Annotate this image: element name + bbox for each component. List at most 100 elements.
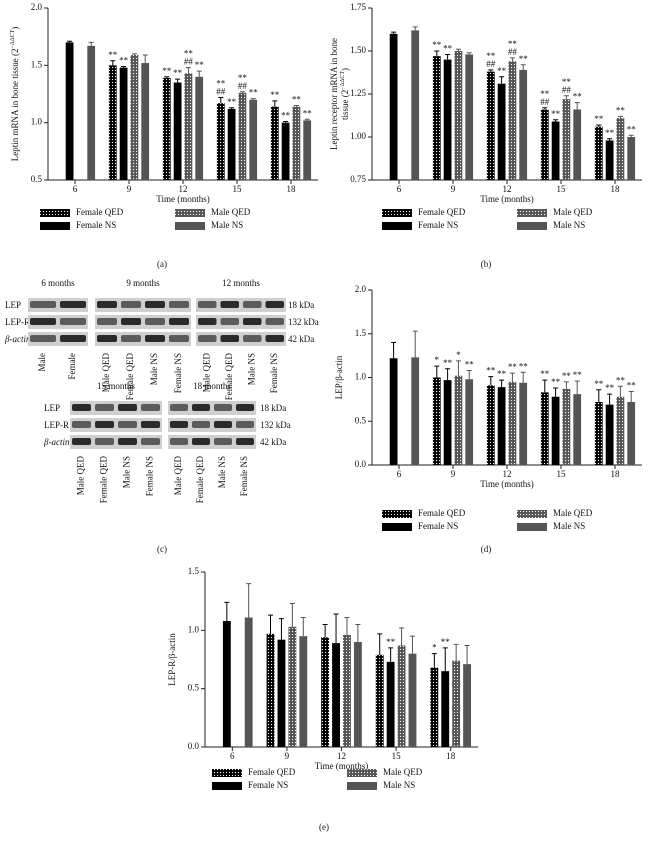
significance-label: ** (562, 77, 572, 87)
lane-label: Female NS (269, 353, 279, 393)
error-bar (304, 118, 310, 121)
bar (508, 381, 517, 465)
bar (443, 59, 452, 180)
x-tick-label: 18 (611, 469, 621, 479)
significance-label: ** (486, 51, 496, 61)
blot-band (170, 421, 188, 428)
panel-label: (d) (481, 544, 492, 554)
blot-band (265, 335, 284, 342)
legend-label: Female NS (76, 220, 116, 230)
x-tick-label: 9 (285, 751, 290, 761)
significance-label: ** (386, 637, 396, 647)
blot-size-label: 132 kDa (288, 317, 319, 327)
y-tick-label: 1.0 (188, 624, 200, 634)
significance-label: ** (249, 88, 259, 98)
significance-label: ## (238, 81, 248, 91)
bar (441, 671, 450, 747)
bar (497, 387, 506, 465)
blot-band (141, 404, 160, 411)
panel-label: (e) (319, 822, 329, 832)
legend-label: Male QED (211, 207, 251, 217)
error-bar (88, 41, 94, 46)
error-bar (628, 391, 634, 402)
significance-label: ** (108, 50, 118, 60)
blot-band (97, 318, 117, 325)
x-tick-label: 12 (337, 751, 346, 761)
bar (332, 643, 340, 747)
lane-label: Male (37, 353, 47, 372)
error-bar (520, 371, 526, 383)
significance-label: ** (605, 128, 615, 138)
legend-swatch (347, 782, 377, 790)
bar (463, 664, 472, 747)
x-tick-label: 18 (287, 184, 297, 194)
error-bar (121, 65, 127, 68)
error-bar (164, 76, 170, 78)
significance-label: ** (443, 358, 453, 368)
blot-band (243, 318, 262, 325)
significance-label: ** (441, 637, 451, 647)
blot-band (214, 438, 232, 445)
legend-label: Female QED (418, 207, 466, 217)
y-axis-label-tail: ) (10, 27, 20, 30)
legend-swatch (212, 769, 242, 777)
y-tick-label: 0.75 (350, 174, 366, 184)
blot-band (220, 335, 239, 342)
y-tick-label: 1.5 (31, 59, 43, 69)
error-bar (509, 372, 515, 382)
bar (519, 382, 528, 465)
error-bar (412, 330, 418, 358)
legend-swatch (517, 523, 547, 531)
significance-label: ** (432, 40, 442, 50)
bar (452, 660, 461, 747)
bar (562, 99, 571, 180)
error-bar (142, 54, 148, 64)
significance-label: ## (562, 85, 572, 95)
error-bar (412, 26, 418, 31)
blot-title: 6 months (41, 278, 75, 288)
bar (299, 636, 308, 747)
y-tick-label: 1.75 (350, 2, 366, 12)
error-bar (520, 64, 526, 70)
significance-label: ** (119, 56, 129, 66)
significance-label: ** (594, 379, 604, 389)
error-bar (377, 633, 383, 655)
error-bar (268, 614, 274, 634)
bar (508, 61, 517, 180)
error-bar (563, 95, 569, 100)
y-tick-label: 0.0 (355, 459, 367, 469)
bar (454, 375, 463, 465)
blot-band (169, 318, 189, 325)
blot-size-label: 18 kDa (288, 300, 314, 310)
lane-label: Male NS (149, 353, 159, 385)
significance-label: ## (540, 97, 550, 107)
blot-band (97, 335, 117, 342)
legend-swatch (517, 510, 547, 518)
y-tick-label: 0.5 (188, 683, 200, 693)
y-tick-label: 1.0 (355, 372, 367, 382)
legend-swatch (212, 782, 242, 790)
error-bar (278, 618, 284, 640)
legend-swatch (517, 222, 547, 230)
significance-label: ## (184, 57, 194, 67)
blot-strip (196, 332, 286, 346)
bar (162, 77, 171, 180)
lane-label: Male NS (246, 353, 256, 385)
significance-label: ## (216, 87, 226, 97)
significance-label: ** (227, 97, 237, 107)
y-tick-label: 2.0 (355, 284, 367, 294)
legend-swatch (175, 209, 205, 217)
significance-label: ** (497, 66, 507, 76)
blot-strip (168, 418, 256, 432)
legend-label: Male QED (553, 207, 593, 217)
bar (227, 108, 236, 180)
blot-size-label: 132 kDa (260, 420, 291, 430)
blot-band (214, 404, 232, 411)
y-axis-label-line: LEP/β-actin (334, 355, 344, 399)
x-tick-label: 18 (446, 751, 456, 761)
error-bar (300, 617, 306, 637)
bar (353, 642, 362, 747)
error-bar (431, 653, 437, 668)
bar (432, 377, 441, 465)
x-tick-label: 6 (73, 184, 78, 194)
